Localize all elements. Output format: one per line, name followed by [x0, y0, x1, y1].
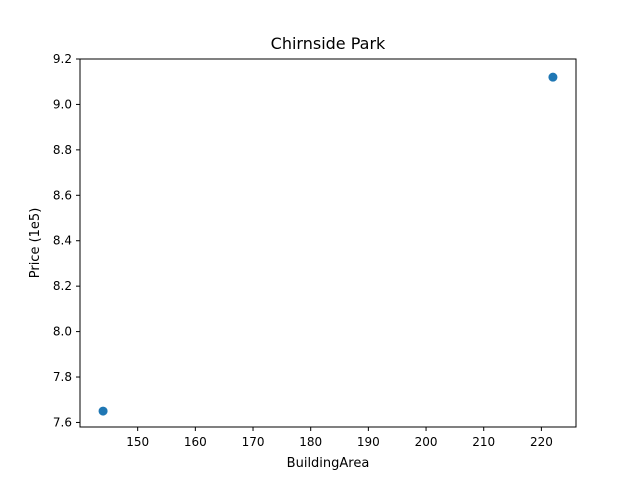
x-tick-label: 200 — [415, 435, 438, 449]
y-tick-label: 8.4 — [53, 234, 72, 248]
y-tick-label: 9.2 — [53, 52, 72, 66]
y-tick-label: 8.2 — [53, 279, 72, 293]
scatter-point — [548, 72, 558, 82]
y-tick-label: 8.8 — [53, 143, 72, 157]
x-tick-label: 210 — [472, 435, 495, 449]
y-tick-label: 8.6 — [53, 188, 72, 202]
x-tick-label: 160 — [184, 435, 207, 449]
x-tick-label: 220 — [530, 435, 553, 449]
y-tick-label: 7.8 — [53, 370, 72, 384]
scatter-point — [98, 406, 108, 416]
data-points — [98, 72, 558, 416]
plot-area-frame — [79, 58, 577, 428]
y-axis-ticks: 7.6 7.8 8.0 8.2 8.4 8.6 8.8 9.0 9.2 — [53, 52, 80, 429]
y-axis-label: Price (1e5) — [28, 208, 43, 279]
x-tick-label: 190 — [357, 435, 380, 449]
y-tick-label: 7.6 — [53, 415, 72, 429]
x-tick-label: 150 — [126, 435, 149, 449]
y-tick-label: 8.0 — [53, 325, 72, 339]
x-axis-ticks: 150 160 170 180 190 200 210 220 — [126, 427, 553, 449]
chart-title: Chirnside Park — [271, 34, 386, 53]
y-tick-label: 9.0 — [53, 97, 72, 111]
x-tick-label: 170 — [242, 435, 265, 449]
x-axis-label: BuildingArea — [287, 456, 370, 471]
x-tick-label: 180 — [299, 435, 322, 449]
